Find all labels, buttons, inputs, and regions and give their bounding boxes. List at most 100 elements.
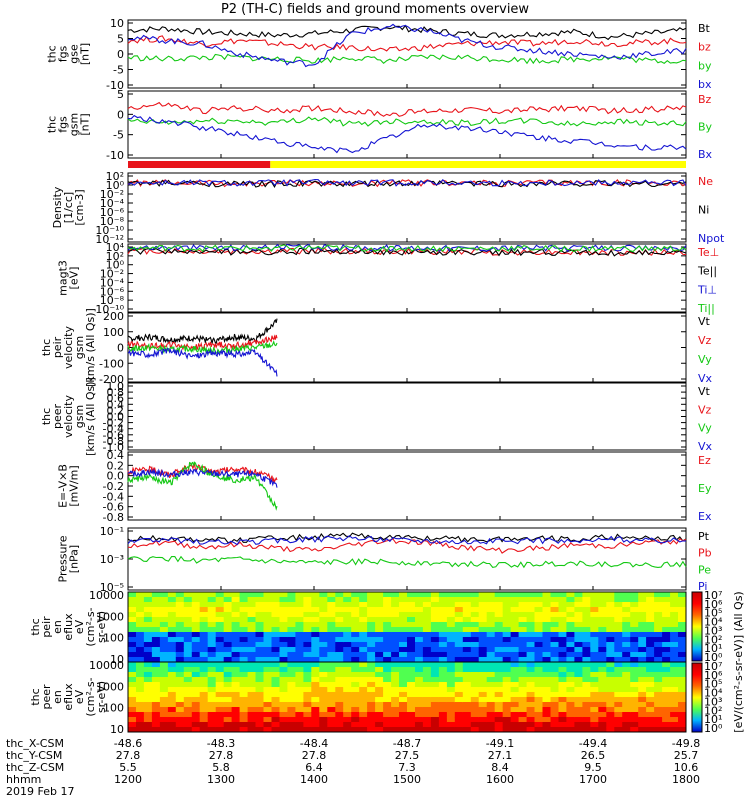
heatmap-cell <box>646 592 655 598</box>
heatmap-cell <box>494 597 504 603</box>
heatmap-cell <box>215 597 225 603</box>
heatmap-cell <box>399 702 408 708</box>
heatmap-cell <box>383 657 392 663</box>
heatmap-cell <box>646 607 655 613</box>
heatmap-cell <box>462 642 472 648</box>
heatmap-cell <box>279 707 288 713</box>
heatmap-cell <box>239 627 249 633</box>
heatmap-cell <box>542 597 551 603</box>
heatmap-cell <box>542 707 551 713</box>
heatmap-cell <box>478 597 488 603</box>
legend-bx: bx <box>698 78 712 91</box>
heatmap-cell <box>462 727 472 733</box>
heatmap-cell <box>574 672 583 678</box>
heatmap-cell <box>287 727 296 733</box>
heatmap-cell <box>510 677 520 683</box>
heatmap-cell <box>311 682 320 688</box>
heatmap-cell <box>263 672 272 678</box>
heatmap-cell <box>646 717 655 723</box>
heatmap-cell <box>327 722 336 728</box>
heatmap-cell <box>622 687 631 693</box>
heatmap-cell <box>470 617 480 623</box>
series-Ey <box>127 461 278 511</box>
heatmap-cell <box>136 617 145 623</box>
heatmap-cell <box>598 667 607 673</box>
heatmap-cell <box>231 642 241 648</box>
heatmap-cell <box>295 607 304 613</box>
heatmap-cell <box>574 617 583 623</box>
heatmap-cell <box>502 597 512 603</box>
heatmap-cell <box>542 647 551 653</box>
heatmap-cell <box>359 602 368 608</box>
legend-Te⊥: Te⊥ <box>697 246 719 259</box>
footer-value: -49.4 <box>579 737 607 750</box>
heatmap-cell <box>550 662 559 668</box>
heatmap-cell <box>542 652 551 658</box>
heatmap-cell <box>486 687 496 693</box>
heatmap-cell <box>558 602 567 608</box>
series-Ex <box>127 468 278 488</box>
heatmap-cell <box>407 647 416 653</box>
heatmap-cell <box>359 702 368 708</box>
heatmap-cell <box>128 627 137 633</box>
heatmap-cell <box>271 667 280 673</box>
heatmap-cell <box>359 712 368 718</box>
heatmap-cell <box>367 627 376 633</box>
heatmap-cell <box>159 627 169 633</box>
heatmap-cell <box>255 647 264 653</box>
heatmap-cell <box>191 602 201 608</box>
heatmap-cell <box>654 667 663 673</box>
y-tick-label: 0.8 <box>107 386 125 399</box>
heatmap-cell <box>502 622 512 628</box>
heatmap-cell <box>622 642 631 648</box>
heatmap-cell <box>215 657 225 663</box>
heatmap-cell <box>143 627 153 633</box>
heatmap-cell <box>470 607 480 613</box>
heatmap-cell <box>614 677 623 683</box>
heatmap-cell <box>271 657 280 663</box>
heatmap-cell <box>422 712 432 718</box>
heatmap-cell <box>566 722 575 728</box>
heatmap-cell <box>255 617 264 623</box>
heatmap-cell <box>239 592 249 598</box>
footer-row-label: hhmm <box>6 773 41 786</box>
heatmap-cell <box>263 707 272 713</box>
heatmap-cell <box>494 707 504 713</box>
heatmap-cell <box>303 617 312 623</box>
heatmap-cell <box>247 642 257 648</box>
heatmap-cell <box>383 697 392 703</box>
heatmap-cell <box>311 652 320 658</box>
heatmap-cell <box>271 692 280 698</box>
y-tick-label: -0.8 <box>103 511 124 524</box>
heatmap-cell <box>486 722 496 728</box>
heatmap-cell <box>462 592 472 598</box>
heatmap-cell <box>335 682 344 688</box>
heatmap-cell <box>303 712 312 718</box>
heatmap-cell <box>678 727 687 733</box>
heatmap-cell <box>582 707 591 713</box>
heatmap-cell <box>319 707 328 713</box>
heatmap-cell <box>566 692 575 698</box>
heatmap-cell <box>518 687 528 693</box>
heatmap-cell <box>558 662 567 668</box>
heatmap-cell <box>151 722 161 728</box>
heatmap-cell <box>375 657 384 663</box>
footer-value: 27.1 <box>488 749 513 762</box>
heatmap-cell <box>391 592 400 598</box>
heatmap-cell <box>526 712 536 718</box>
heatmap-cell <box>231 597 241 603</box>
heatmap-cell <box>223 602 233 608</box>
heatmap-cell <box>199 637 209 643</box>
heatmap-cell <box>550 677 559 683</box>
heatmap-cell <box>486 632 496 638</box>
heatmap-cell <box>375 607 384 613</box>
heatmap-cell <box>470 647 480 653</box>
heatmap-cell <box>359 647 368 653</box>
legend-Pb: Pb <box>698 547 712 560</box>
heatmap-cell <box>446 682 456 688</box>
heatmap-cell <box>399 592 408 598</box>
heatmap-cell <box>279 627 288 633</box>
heatmap-cell <box>279 712 288 718</box>
heatmap-cell <box>255 682 264 688</box>
heatmap-cell <box>510 692 520 698</box>
